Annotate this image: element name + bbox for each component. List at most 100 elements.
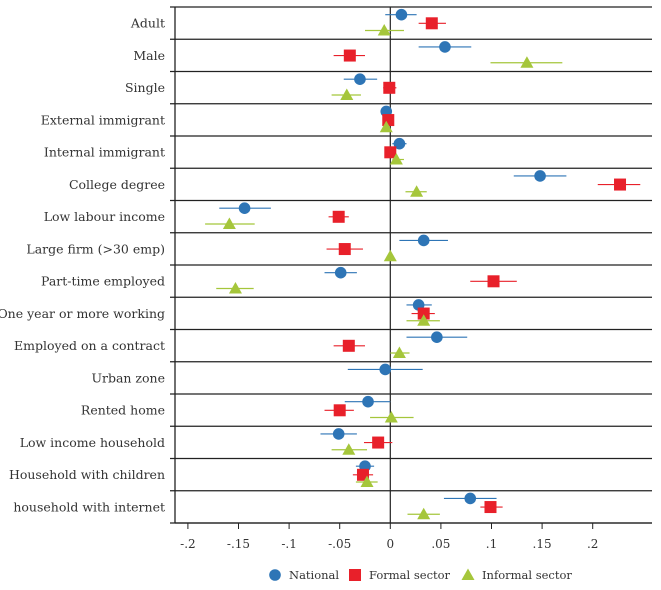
category-label: Single — [125, 80, 165, 95]
informal-sector-point — [216, 282, 254, 294]
formal-sector-marker — [487, 275, 500, 288]
national-point — [343, 73, 378, 85]
national-point — [219, 202, 271, 214]
formal-sector-marker — [382, 114, 395, 127]
national-point — [399, 234, 448, 247]
formal-sector-point — [328, 210, 349, 223]
national-marker — [395, 8, 408, 21]
x-tick-label: 0 — [386, 537, 394, 551]
formal-sector-point — [411, 307, 435, 320]
national-point — [320, 428, 357, 440]
formal-sector-point — [333, 339, 365, 352]
national-marker — [417, 234, 430, 247]
legend-item-national: National — [269, 568, 339, 582]
category-label: One year or more working — [0, 306, 165, 321]
legend-square-icon — [349, 569, 361, 581]
national-marker — [354, 73, 366, 85]
formal-sector-marker — [484, 501, 497, 514]
category-label: Male — [133, 48, 165, 63]
national-marker — [464, 492, 477, 505]
informal-sector-point — [389, 153, 404, 165]
legend-label: Formal sector — [369, 568, 451, 582]
legend-circle-icon — [269, 569, 281, 581]
informal-sector-marker — [340, 88, 354, 100]
informal-sector-marker — [389, 153, 403, 165]
formal-sector-point — [324, 404, 354, 417]
legend-label: Informal sector — [482, 568, 572, 582]
national-point — [406, 331, 468, 344]
category-label: Employed on a contract — [14, 338, 165, 353]
category-label: Urban zone — [91, 370, 165, 385]
informal-sector-marker — [377, 24, 391, 36]
legend-item-informal-sector: Informal sector — [461, 568, 572, 582]
formal-sector-point — [326, 243, 363, 256]
formal-sector-point — [363, 436, 393, 449]
category-label: Part-time employed — [41, 274, 165, 289]
formal-sector-marker — [417, 307, 430, 320]
informal-sector-marker — [392, 346, 406, 358]
informal-sector-marker — [384, 411, 398, 423]
formal-sector-marker — [372, 436, 385, 449]
national-point — [392, 137, 407, 150]
formal-sector-point — [352, 468, 374, 481]
informal-sector-point — [390, 346, 410, 358]
informal-sector-point — [331, 443, 368, 455]
x-tick-label: .1 — [486, 537, 497, 551]
formal-sector-point — [333, 49, 365, 62]
informal-sector-marker — [410, 185, 424, 197]
legend-triangle-icon — [461, 568, 475, 580]
informal-sector-marker — [360, 475, 374, 487]
national-point — [513, 170, 567, 182]
informal-sector-marker — [228, 282, 242, 294]
national-point — [385, 8, 417, 21]
formal-sector-marker — [384, 146, 397, 159]
formal-sector-marker — [332, 210, 345, 223]
category-label: College degree — [69, 177, 165, 192]
informal-sector-marker — [417, 314, 431, 326]
formal-sector-point — [383, 81, 397, 94]
category-label: Low income household — [20, 435, 165, 450]
category-label: household with internet — [13, 499, 165, 514]
national-point — [324, 266, 357, 279]
informal-sector-point — [370, 411, 414, 423]
formal-sector-point — [480, 501, 503, 514]
formal-sector-point — [470, 275, 517, 288]
legend-item-formal-sector: Formal sector — [349, 568, 451, 582]
category-label: Household with children — [9, 467, 165, 482]
national-point — [418, 41, 472, 53]
informal-sector-point — [490, 56, 563, 68]
category-label: Adult — [130, 16, 165, 31]
national-point — [347, 363, 423, 376]
category-label: External immigrant — [41, 112, 165, 127]
formal-sector-marker — [333, 404, 346, 417]
informal-sector-point — [407, 507, 440, 520]
x-tick-label: -.15 — [227, 537, 250, 551]
x-tick-label: -.2 — [180, 537, 196, 551]
informal-sector-marker — [379, 120, 393, 133]
formal-sector-marker — [343, 49, 356, 62]
informal-sector-point — [406, 314, 440, 326]
category-label: Low labour income — [44, 209, 165, 224]
national-marker — [431, 331, 443, 344]
formal-sector-point — [418, 17, 446, 30]
category-label: Internal immigrant — [44, 145, 165, 160]
formal-sector-point — [382, 114, 395, 127]
informal-sector-point — [379, 120, 393, 133]
national-marker — [393, 137, 406, 150]
formal-sector-marker — [425, 17, 438, 30]
x-tick-label: .2 — [587, 537, 598, 551]
category-label: Rented home — [81, 403, 165, 418]
informal-sector-marker — [383, 249, 397, 262]
formal-sector-point — [384, 146, 397, 159]
formal-sector-marker — [614, 178, 627, 191]
informal-sector-point — [405, 185, 427, 197]
informal-sector-marker — [417, 507, 431, 520]
x-tick-label: -.1 — [281, 537, 297, 551]
informal-sector-point — [331, 88, 361, 100]
informal-sector-point — [383, 249, 397, 262]
legend-label: National — [289, 568, 339, 582]
national-marker — [332, 428, 345, 440]
informal-sector-marker — [222, 217, 236, 229]
national-marker — [334, 266, 347, 279]
